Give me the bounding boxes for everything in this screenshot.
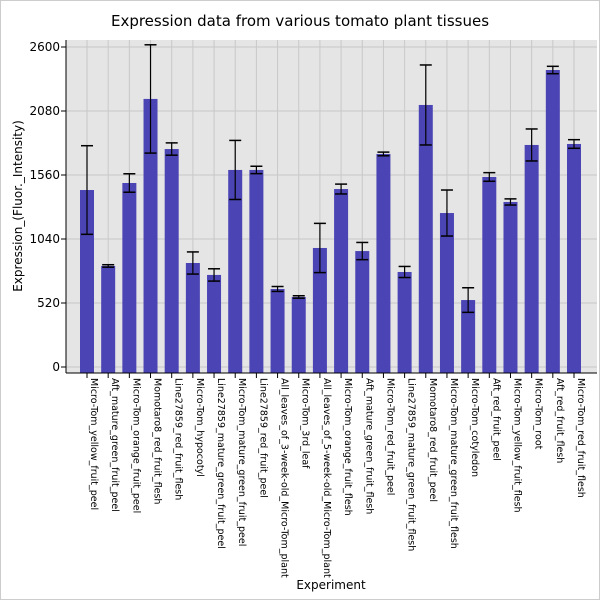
- bar: [228, 169, 243, 373]
- bar: [164, 149, 179, 373]
- bars: [80, 44, 581, 373]
- error-bar: [313, 222, 326, 274]
- bar: [524, 144, 539, 373]
- error-bar: [483, 171, 496, 183]
- error-bar: [462, 286, 475, 314]
- x-tick-label: Line27859_red_fruit_flesh: [173, 378, 184, 500]
- bar: [185, 263, 200, 373]
- x-tick-label: Micro-Tom_yellow_fruit_peel: [88, 378, 99, 510]
- x-tick-label: Aft_red_fruit_peel: [490, 378, 501, 461]
- bar: [461, 300, 476, 373]
- bar: [482, 176, 497, 373]
- x-tick-label: Micro-Tom_orange_fruit_peel: [130, 378, 141, 513]
- bar: [376, 153, 391, 373]
- bar: [397, 271, 412, 373]
- y-tick-label: 2080: [29, 104, 60, 118]
- error-bar: [440, 189, 453, 237]
- bar: [439, 213, 454, 373]
- error-bar: [504, 198, 517, 206]
- x-axis-label: Experiment: [296, 578, 366, 592]
- error-bar: [419, 64, 432, 146]
- x-tick-label: Micro-Tom_cotyledon: [469, 378, 480, 477]
- y-tick-label: 1040: [29, 232, 60, 246]
- error-bar: [229, 139, 242, 201]
- error-bar: [123, 173, 136, 193]
- x-tick-label: Aft_mature_green_fruit_flesh: [363, 378, 374, 514]
- x-tick-label: Micro-Tom_mature_green_fruit_peel: [236, 378, 247, 546]
- x-tick-label: Line27859_red_fruit_peel: [257, 378, 268, 498]
- bar: [567, 143, 581, 373]
- bar: [418, 104, 433, 373]
- bar: [270, 288, 285, 373]
- bar: [334, 189, 349, 373]
- error-bar: [398, 265, 411, 279]
- error-bar: [356, 241, 369, 261]
- bar: [249, 169, 264, 373]
- error-bar: [165, 142, 178, 156]
- error-bar: [335, 183, 348, 195]
- error-bar: [271, 285, 284, 293]
- x-tick-label: Micro-Tom_hypocotyl: [194, 378, 205, 477]
- x-tick-label: Micro-Tom_mature_green_fruit_flesh: [448, 378, 459, 549]
- x-axis-ticks: Micro-Tom_yellow_fruit_peel Aft_mature_gr…: [86, 373, 586, 578]
- x-tick-label: Micro-Tom_3rd_leaf: [300, 378, 311, 469]
- x-tick-label: Micro-Tom_red_fruit_flesh: [575, 378, 586, 498]
- y-tick-label: 1560: [29, 168, 60, 182]
- bar: [122, 183, 137, 373]
- error-bar: [81, 144, 93, 236]
- chart-title: Expression data from various tomato plan…: [111, 12, 489, 30]
- y-axis-ticks: 0 520 1040 1560 2080 2600: [29, 40, 66, 374]
- x-tick-label: Micro-Tom_orange_fruit_flesh: [342, 378, 353, 516]
- x-tick-label: Micro-Tom_root: [533, 378, 544, 450]
- x-tick-label: Aft_red_fruit_flesh: [554, 378, 565, 463]
- error-bar: [292, 294, 305, 299]
- bar: [545, 70, 560, 373]
- y-tick-label: 520: [37, 296, 60, 310]
- x-tick-label: Momotaro8_red_fruit_flesh: [152, 378, 163, 504]
- x-tick-label: Line27859_mature_green_fruit_flesh: [406, 378, 417, 551]
- bar: [143, 98, 158, 373]
- x-tick-label: Micro-Tom_yellow_fruit_flesh: [511, 378, 522, 513]
- x-tick-label: All_leaves_of_3-week-old_Micro-Tom_plant: [279, 378, 290, 578]
- error-bar: [250, 165, 263, 175]
- x-tick-label: Micro-Tom_red_fruit_peel: [384, 378, 395, 495]
- y-axis-label: Expression_(Fluor._Intensity): [11, 120, 25, 292]
- error-bar: [186, 251, 199, 275]
- error-bar: [377, 151, 390, 157]
- bar: [80, 190, 94, 373]
- y-tick-label: 2600: [29, 40, 60, 54]
- x-tick-label: Aft_mature_green_fruit_peel: [109, 378, 120, 512]
- bar: [355, 251, 370, 373]
- bar: [312, 247, 327, 373]
- bar: [291, 296, 306, 373]
- error-bar: [546, 65, 559, 75]
- x-tick-label: Momotaro8_red_fruit_peel: [427, 378, 438, 502]
- bar: [503, 201, 518, 373]
- error-bar: [144, 44, 157, 154]
- error-bar: [208, 268, 221, 282]
- x-tick-label: Line27859_mature_green_fruit_peel: [215, 378, 226, 549]
- x-tick-label: All_leaves_of_5-week-old_Micro-Tom_plant: [321, 378, 332, 578]
- y-tick-label: 0: [52, 360, 60, 374]
- bar: [207, 274, 222, 373]
- bar: [101, 265, 116, 373]
- error-bar: [102, 263, 115, 268]
- error-bar: [525, 128, 538, 162]
- error-bar: [568, 138, 580, 150]
